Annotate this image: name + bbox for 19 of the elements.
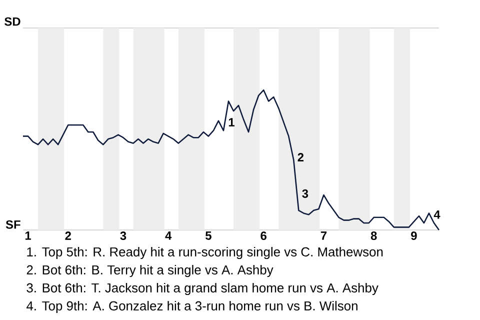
text: SD — [4, 17, 20, 26]
annotation: 2 — [298, 153, 304, 162]
x-tick-label: 8 — [370, 232, 377, 240]
x-tick-label: 6 — [260, 232, 266, 240]
annotation: 1 — [228, 118, 234, 126]
text: 1. Top 5th: R. Ready hit a run-scoring single vs C. Mathewson — [27, 246, 383, 260]
text: SF — [6, 220, 20, 229]
x-tick-label: 3 — [120, 232, 126, 240]
x-tick-label: 4 — [165, 232, 172, 240]
annotation: 3 — [302, 189, 308, 198]
x-tick-label: 1 — [25, 232, 31, 240]
x-tick-label: 2 — [65, 232, 71, 240]
annotation: 4 — [434, 210, 440, 219]
x-tick-label: 7 — [320, 232, 327, 240]
x-tick-label: 9 — [411, 232, 417, 240]
text: 2. Bot 6th: B. Terry hit a single vs A. Ashby — [26, 264, 274, 278]
x-tick-label: 5 — [206, 232, 212, 240]
text: 3. Bot 6th: T. Jackson hit a grand slam home run vs A. Ashby — [26, 282, 378, 296]
text: 4. Top 9th: A. Gonzalez hit a 3-run home run vs B. Wilson — [26, 300, 358, 314]
